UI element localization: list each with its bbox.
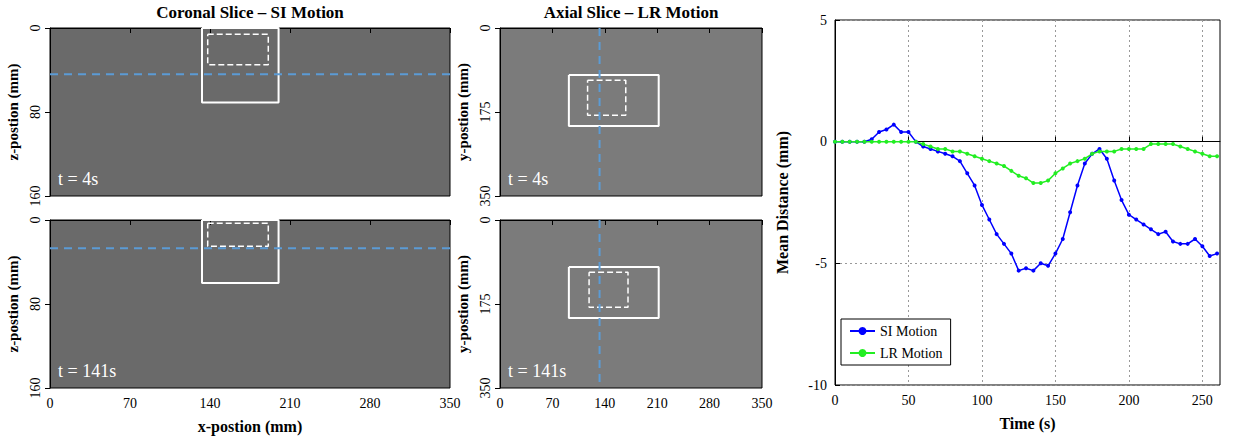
svg-text:200: 200 — [1118, 393, 1139, 408]
svg-text:0: 0 — [478, 25, 493, 32]
svg-text:LR Motion: LR Motion — [880, 346, 943, 361]
svg-text:280: 280 — [360, 396, 381, 411]
svg-text:5: 5 — [820, 13, 827, 28]
svg-text:z-postion (mm): z-postion (mm) — [5, 63, 22, 160]
svg-text:Mean Distance (mm): Mean Distance (mm) — [774, 131, 792, 274]
svg-text:0: 0 — [497, 396, 504, 411]
svg-text:250: 250 — [1192, 393, 1213, 408]
svg-text:0: 0 — [47, 396, 54, 411]
svg-text:350: 350 — [478, 378, 493, 399]
svg-text:0: 0 — [832, 393, 839, 408]
svg-text:100: 100 — [971, 393, 992, 408]
svg-text:x-postion (mm): x-postion (mm) — [198, 418, 302, 436]
svg-text:140: 140 — [200, 396, 221, 411]
svg-text:t = 141s: t = 141s — [58, 361, 116, 381]
svg-text:70: 70 — [545, 396, 559, 411]
svg-text:SI Motion: SI Motion — [880, 324, 937, 339]
svg-text:350: 350 — [752, 396, 773, 411]
svg-text:80: 80 — [28, 297, 43, 311]
svg-text:y-postion (mm): y-postion (mm) — [455, 255, 472, 353]
svg-text:Axial Slice – LR Motion: Axial Slice – LR Motion — [544, 3, 719, 22]
svg-text:210: 210 — [280, 396, 301, 411]
svg-text:-5: -5 — [815, 256, 827, 271]
svg-text:t = 141s: t = 141s — [508, 361, 566, 381]
svg-text:Coronal Slice – SI Motion: Coronal Slice – SI Motion — [156, 3, 344, 22]
svg-text:160: 160 — [28, 186, 43, 207]
svg-text:-10: -10 — [808, 378, 827, 393]
svg-text:0: 0 — [28, 25, 43, 32]
svg-text:z-postion (mm): z-postion (mm) — [5, 255, 22, 352]
svg-text:175: 175 — [478, 294, 493, 315]
svg-text:280: 280 — [699, 396, 720, 411]
svg-text:80: 80 — [28, 105, 43, 119]
svg-text:0: 0 — [28, 217, 43, 224]
svg-text:140: 140 — [594, 396, 615, 411]
svg-text:y-postion (mm): y-postion (mm) — [455, 63, 472, 161]
svg-text:t = 4s: t = 4s — [58, 169, 98, 189]
svg-text:175: 175 — [478, 102, 493, 123]
svg-text:Time (s): Time (s) — [999, 415, 1055, 433]
svg-text:350: 350 — [478, 186, 493, 207]
svg-text:160: 160 — [28, 378, 43, 399]
svg-text:150: 150 — [1045, 393, 1066, 408]
svg-text:0: 0 — [820, 134, 827, 149]
svg-text:70: 70 — [123, 396, 137, 411]
svg-text:210: 210 — [647, 396, 668, 411]
svg-text:0: 0 — [478, 217, 493, 224]
svg-text:t = 4s: t = 4s — [508, 169, 548, 189]
svg-text:50: 50 — [901, 393, 915, 408]
svg-text:350: 350 — [440, 396, 461, 411]
